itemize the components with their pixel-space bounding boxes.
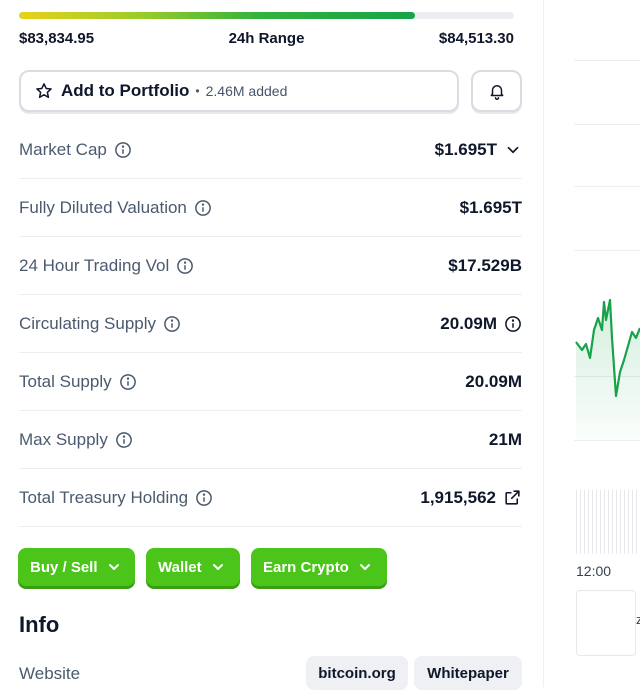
chart-gridline (574, 440, 640, 441)
chevron-down-icon (108, 564, 119, 570)
info-icon[interactable] (119, 373, 137, 391)
stat-value: $1.695T (459, 197, 522, 217)
chart-gridline (574, 60, 640, 61)
volume-bars (576, 490, 640, 554)
stat-value: 20.09M (440, 313, 497, 333)
wallet-label: Wallet (158, 558, 202, 576)
info-icon[interactable] (176, 257, 194, 275)
portfolio-separator: • (195, 84, 200, 98)
info-icon[interactable] (114, 141, 132, 159)
chevron-down-icon (507, 146, 519, 153)
portfolio-label: Add to Portfolio (61, 81, 190, 100)
website-label: Website (19, 664, 81, 683)
chevron-down-icon (212, 564, 223, 570)
stat-label: Total Supply (19, 371, 112, 391)
stat-label: Fully Diluted Valuation (19, 197, 187, 217)
wallet-button[interactable]: Wallet (146, 548, 240, 586)
stat-value: 21M (488, 429, 522, 449)
stat-label: Max Supply (19, 429, 108, 449)
price-chart-partial[interactable]: 12:00 z (544, 0, 640, 687)
stat-value: $1.695T (434, 139, 497, 159)
info-icon[interactable] (195, 489, 213, 507)
bell-icon (490, 85, 503, 100)
stat-row-fdv: Fully Diluted Valuation $1.695T (19, 179, 522, 237)
stat-row-treasury-holding: Total Treasury Holding 1,915,562 (19, 469, 522, 527)
stat-label: 24 Hour Trading Vol (19, 255, 170, 275)
chevron-down-icon (359, 564, 370, 570)
coin-stats-panel: $83,834.95 24h Range $84,513.30 Add to P… (18, 12, 522, 690)
stat-label: Market Cap (19, 139, 107, 159)
chart-gridline (574, 124, 640, 125)
external-link-icon (505, 490, 520, 505)
earn-crypto-button[interactable]: Earn Crypto (251, 548, 387, 586)
stat-value: $17.529B (448, 255, 522, 275)
price-alert-button[interactable] (471, 70, 522, 112)
stat-row-market-cap: Market Cap $1.695T (19, 121, 522, 179)
range-label: 24h Range (228, 30, 305, 47)
whitepaper-link-chip[interactable]: Whitepaper (414, 656, 522, 690)
stat-label: Total Treasury Holding (19, 487, 189, 507)
market-cap-toggle[interactable]: $1.695T (435, 140, 522, 160)
range-bar (19, 12, 514, 19)
portfolio-added-count: 2.46M added (205, 83, 288, 99)
stat-value: 1,915,562 (420, 487, 496, 507)
info-icon[interactable] (115, 431, 133, 449)
range-bar-fill (19, 12, 415, 19)
info-icon[interactable] (163, 315, 181, 333)
clipped-text: z (636, 612, 640, 627)
stat-row-circulating-supply: Circulating Supply 20.09M (19, 295, 522, 353)
stat-row-total-supply: Total Supply 20.09M (19, 353, 522, 411)
info-heading: Info (19, 612, 60, 637)
star-icon (36, 83, 52, 99)
chart-gridline (574, 186, 640, 187)
time-axis-label: 12:00 (576, 563, 612, 579)
stat-label: Circulating Supply (19, 313, 157, 333)
price-line (575, 298, 640, 440)
info-icon[interactable] (504, 315, 522, 333)
chart-gridline (574, 250, 640, 251)
stat-row-max-supply: Max Supply 21M (19, 411, 522, 469)
panel-divider (543, 0, 544, 687)
range-high: $84,513.30 (438, 30, 514, 47)
range-labels: $83,834.95 24h Range $84,513.30 (19, 30, 514, 50)
stat-value: 20.09M (465, 371, 522, 391)
website-link-chip[interactable]: bitcoin.org (306, 656, 408, 690)
earn-crypto-label: Earn Crypto (263, 558, 349, 576)
stat-row-trading-vol: 24 Hour Trading Vol $17.529B (19, 237, 522, 295)
range-low: $83,834.95 (19, 30, 95, 47)
range-selector[interactable] (576, 590, 636, 656)
treasury-holding-link[interactable]: 1,915,562 (420, 488, 522, 508)
info-icon[interactable] (194, 199, 212, 217)
buy-sell-label: Buy / Sell (30, 558, 98, 576)
add-to-portfolio-button[interactable]: Add to Portfolio • 2.46M added (19, 70, 459, 112)
buy-sell-button[interactable]: Buy / Sell (18, 548, 135, 586)
